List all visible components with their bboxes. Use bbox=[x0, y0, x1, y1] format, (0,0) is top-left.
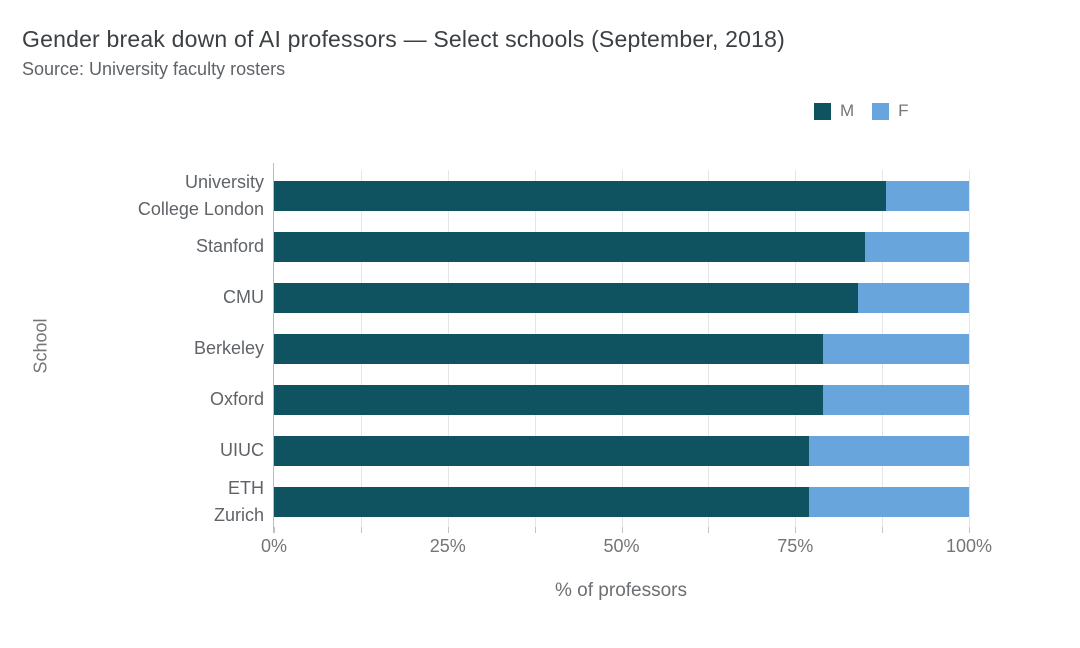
category-label: Berkeley bbox=[193, 338, 264, 359]
x-axis-tick bbox=[274, 527, 275, 533]
x-axis-tick bbox=[795, 527, 797, 533]
x-tick-label: 100% bbox=[945, 536, 993, 556]
category-label: Oxford bbox=[209, 389, 264, 410]
plot-area: University College London Stanford CMU Berk… bbox=[138, 163, 992, 556]
x-tick-label: 75% bbox=[777, 536, 814, 556]
bar-row bbox=[274, 486, 969, 517]
x-tick-label: 50% bbox=[603, 536, 640, 556]
bar-segment-f[interactable] bbox=[809, 486, 969, 517]
y-axis-line bbox=[273, 163, 274, 533]
chart-title: Gender break down of AI professors — Sel… bbox=[22, 26, 785, 52]
x-axis-tick bbox=[621, 527, 623, 533]
x-axis-tick bbox=[969, 527, 970, 533]
x-tick-label: 25% bbox=[429, 536, 466, 556]
x-axis-tick bbox=[708, 527, 710, 533]
bar-row bbox=[274, 180, 969, 211]
bar-segment-f[interactable] bbox=[857, 282, 969, 313]
category-label: University College London bbox=[137, 172, 264, 219]
chart-subtitle: Source: University faculty rosters bbox=[22, 59, 286, 79]
bar-segment-m[interactable] bbox=[274, 231, 865, 262]
legend-swatch bbox=[872, 102, 890, 120]
bar-segment-f[interactable] bbox=[809, 435, 969, 466]
x-axis-tick bbox=[360, 527, 362, 533]
x-axis-tick bbox=[882, 527, 884, 533]
legend-item-m[interactable]: M bbox=[814, 101, 854, 121]
bar-row bbox=[274, 282, 969, 313]
bar-row bbox=[274, 435, 969, 466]
x-axis-tick bbox=[534, 527, 536, 533]
bar-segment-f[interactable] bbox=[823, 333, 969, 364]
bar-segment-m[interactable] bbox=[274, 282, 858, 313]
category-label: Stanford bbox=[195, 236, 264, 257]
bar-row bbox=[274, 231, 969, 262]
bar-segment-f[interactable] bbox=[823, 384, 969, 415]
category-label: UIUC bbox=[220, 440, 264, 461]
category-label: CMU bbox=[223, 287, 264, 308]
x-axis-tick bbox=[447, 527, 449, 533]
bar-segment-f[interactable] bbox=[864, 231, 969, 262]
bar-row bbox=[274, 333, 969, 364]
bar-row bbox=[274, 384, 969, 415]
legend-item-f[interactable]: F bbox=[872, 101, 909, 121]
x-tick-label: 0% bbox=[260, 536, 288, 556]
legend-swatch bbox=[814, 102, 831, 120]
legend-label: F bbox=[898, 101, 909, 120]
bar-segment-m[interactable] bbox=[274, 486, 810, 517]
x-axis-title: % of professors bbox=[555, 580, 687, 601]
bar-segment-m[interactable] bbox=[274, 180, 886, 211]
gridline bbox=[969, 170, 970, 527]
legend-label: M bbox=[840, 101, 855, 120]
bar-segment-m[interactable] bbox=[274, 384, 824, 415]
bar-segment-m[interactable] bbox=[274, 435, 810, 466]
bar-segment-m[interactable] bbox=[274, 333, 824, 364]
category-label: ETH Zurich bbox=[213, 478, 264, 525]
bar-segment-f[interactable] bbox=[885, 180, 969, 211]
